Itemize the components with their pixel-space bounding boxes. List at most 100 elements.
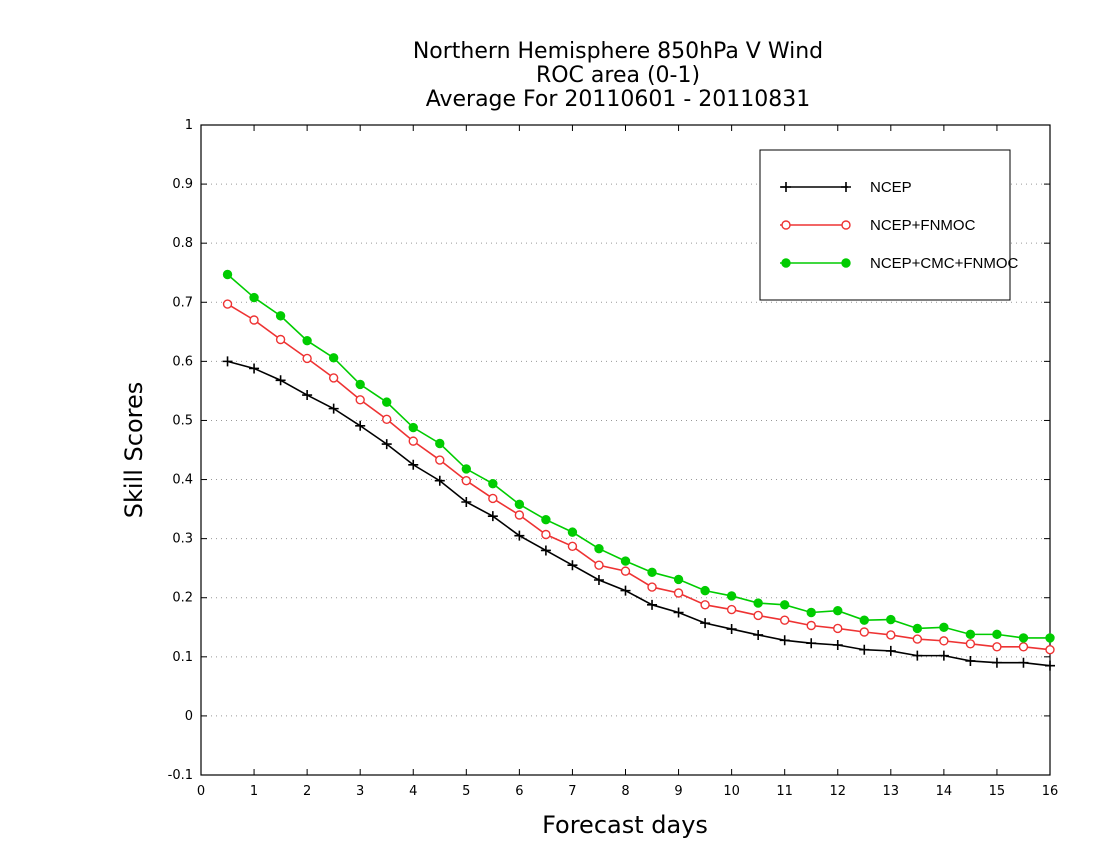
data-point	[965, 639, 976, 649]
x-tick-label: 11	[776, 784, 793, 799]
data-point	[885, 645, 896, 656]
data-point	[541, 529, 551, 540]
data-point	[302, 335, 312, 346]
data-point	[461, 497, 472, 507]
x-tick-label: 7	[568, 784, 576, 799]
y-tick-label: 0.4	[172, 473, 193, 488]
x-tick-label: 14	[936, 784, 953, 799]
legend-label: NCEP+FNMOC	[870, 217, 976, 234]
x-tick-label: 3	[356, 784, 364, 799]
data-point	[567, 560, 578, 571]
x-tick-label: 0	[197, 784, 205, 799]
data-point	[514, 530, 525, 541]
data-point	[886, 630, 896, 640]
data-point	[328, 373, 339, 383]
y-tick-label: 0.9	[172, 177, 193, 192]
x-tick-label: 5	[462, 784, 470, 799]
data-point	[965, 629, 976, 640]
data-point	[1018, 642, 1029, 652]
data-point	[833, 606, 843, 616]
data-point	[726, 591, 737, 601]
y-tick-label: 0.1	[172, 650, 193, 665]
data-point	[540, 545, 551, 556]
data-point	[726, 604, 737, 615]
data-point	[938, 650, 949, 661]
data-point	[381, 439, 392, 450]
chart-title: Northern Hemisphere 850hPa V Wind ROC ar…	[413, 39, 823, 112]
series-ncep-cmc-fnmoc	[222, 269, 1055, 643]
chart-title-line-1: Northern Hemisphere 850hPa V Wind	[413, 39, 823, 64]
data-point	[275, 375, 286, 386]
chart-title-line-2: ROC area (0-1)	[536, 63, 700, 88]
x-tick-label: 1	[250, 784, 258, 799]
data-point	[647, 582, 657, 592]
legend-marker	[841, 182, 851, 192]
data-point	[302, 353, 312, 364]
data-point	[275, 334, 286, 345]
data-point	[806, 638, 817, 649]
data-point	[302, 390, 313, 401]
data-point	[488, 478, 498, 489]
data-point	[275, 311, 286, 321]
data-point	[753, 610, 763, 621]
x-axis-label: Forecast days	[542, 811, 708, 839]
data-point	[514, 499, 525, 510]
y-tick-label: 0.2	[172, 591, 193, 606]
series-ncep-fnmoc	[222, 299, 1055, 655]
y-tick-label: 0.3	[172, 532, 193, 547]
x-tick-label: 9	[674, 784, 682, 799]
data-point	[700, 600, 710, 610]
data-point	[886, 614, 896, 625]
chart-title-line-3: Average For 20110601 - 20110831	[426, 87, 811, 112]
data-point	[647, 599, 658, 610]
x-tick-label: 16	[1042, 784, 1059, 799]
series-line	[227, 273, 1050, 639]
data-point	[1018, 633, 1029, 643]
series-line	[227, 360, 1051, 667]
data-point	[222, 269, 233, 280]
data-point	[620, 556, 631, 566]
data-point	[328, 353, 339, 363]
x-tick-label: 10	[723, 784, 740, 799]
data-point	[833, 623, 843, 634]
data-point	[673, 574, 684, 585]
y-tick-label: 0.7	[172, 295, 193, 310]
data-point	[939, 636, 949, 646]
data-point	[594, 560, 604, 570]
x-tick-label: 8	[621, 784, 629, 799]
data-point	[912, 634, 923, 644]
data-point	[700, 618, 711, 629]
data-point	[435, 455, 445, 465]
data-point	[408, 436, 418, 446]
data-point	[779, 600, 790, 610]
legend-marker	[781, 258, 791, 268]
x-tick-label: 6	[515, 784, 523, 799]
data-point	[779, 615, 790, 625]
x-tick-label: 4	[409, 784, 417, 799]
data-point	[567, 527, 578, 537]
data-point	[355, 420, 366, 431]
y-tick-label: -0.1	[168, 768, 193, 783]
data-point	[832, 640, 843, 650]
y-tick-label: 1	[185, 118, 193, 133]
x-tick-label: 15	[989, 784, 1006, 799]
data-point	[249, 292, 259, 303]
data-point	[859, 615, 869, 625]
data-point	[700, 585, 710, 596]
data-point	[991, 657, 1002, 668]
data-point	[1045, 633, 1055, 643]
data-point	[355, 395, 365, 405]
legend-entry: NCEP	[780, 179, 912, 196]
y-tick-label: 0.6	[172, 354, 193, 369]
data-point	[779, 635, 790, 646]
data-point	[673, 607, 684, 618]
data-point	[249, 315, 259, 325]
data-point	[382, 414, 392, 424]
data-point	[249, 363, 260, 374]
x-tick-label: 2	[303, 784, 311, 799]
legend-marker	[841, 220, 851, 230]
data-point	[434, 475, 445, 486]
data-point	[1018, 657, 1029, 668]
data-point	[620, 585, 631, 596]
